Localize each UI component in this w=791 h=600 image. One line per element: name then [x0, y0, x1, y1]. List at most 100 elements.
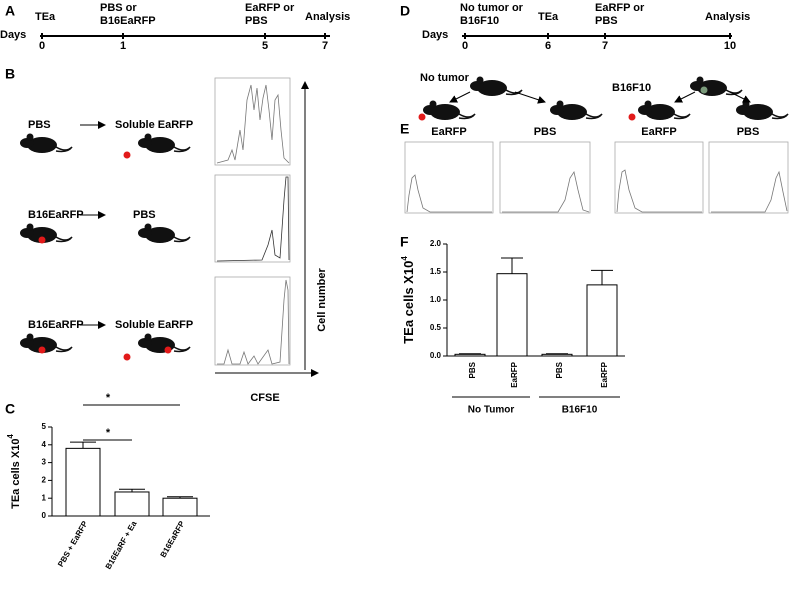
timeline-event: EaRFP or: [595, 2, 645, 14]
timeline-event: PBS: [595, 15, 618, 27]
mouse-ear: [644, 100, 652, 108]
histogram-box: [214, 77, 291, 166]
histogram-curve: [216, 84, 290, 164]
y-axis-label-exponent: 4: [6, 434, 15, 439]
tumor-dot: [164, 346, 172, 354]
mouse-tail: [585, 113, 603, 120]
mouse-body: [27, 227, 57, 243]
mouse-ear: [26, 133, 34, 141]
mouse-ear: [144, 133, 152, 141]
mouse-head: [20, 138, 34, 148]
mouse-tail: [673, 113, 691, 120]
timeline-day: 1: [120, 40, 126, 52]
mouse-head: [638, 105, 652, 115]
mouse-body: [477, 80, 507, 96]
mouse-icon: [20, 223, 73, 243]
mouse-ear: [26, 333, 34, 341]
timeline-day: 7: [322, 40, 328, 52]
mouse-icon: [20, 133, 73, 153]
tumor-dot: [38, 236, 46, 244]
y-tick-label: 0.5: [430, 323, 442, 332]
mouse-head: [470, 81, 484, 91]
significance-label: *: [106, 392, 111, 404]
significance-label: *: [106, 427, 111, 439]
histogram-label: EaRFP: [641, 126, 676, 138]
y-axis-label: TEa cells X104: [400, 256, 416, 344]
y-tick-label: 1.0: [430, 295, 442, 304]
mouse-head: [20, 228, 34, 238]
mouse-tail: [771, 113, 789, 120]
arrow: [674, 91, 696, 103]
histogram-box: [499, 141, 591, 214]
y-tick-label: 3: [42, 458, 47, 467]
timeline-axis-label: Days: [422, 29, 448, 41]
y-tick-label: 5: [42, 422, 47, 431]
condition-right: Soluble EaRFP: [115, 119, 193, 131]
panel-label: F: [400, 234, 409, 250]
bar: [65, 447, 101, 517]
mouse-icon: [736, 100, 789, 120]
histogram-box: [214, 276, 291, 366]
panel-label: C: [5, 401, 15, 417]
tumor-dot: [38, 346, 46, 354]
x-tick-label: PBS: [555, 361, 564, 378]
mouse-body: [430, 104, 460, 120]
histogram-curve: [616, 169, 702, 213]
mouse-tail: [55, 146, 73, 153]
timeline-event: TEa: [538, 11, 559, 23]
histogram-curve: [406, 174, 492, 213]
mouse-head: [690, 81, 704, 91]
panel-label: A: [5, 3, 15, 19]
mouse-icon: [138, 333, 191, 353]
mouse-head: [138, 138, 152, 148]
bar: [541, 353, 573, 357]
mouse-tail: [458, 113, 476, 120]
mouse-body: [145, 137, 175, 153]
y-tick-label: 2: [42, 476, 47, 485]
y-tick-label: 1: [42, 493, 47, 502]
timeline-event: EaRFP or: [245, 2, 295, 14]
timeline-day: 6: [545, 40, 551, 52]
timeline-event: TEa: [35, 11, 56, 23]
mouse-icon: [550, 100, 603, 120]
x-tick-label: EaRFP: [510, 361, 519, 387]
y-axis-label: TEa cells X104: [6, 434, 22, 509]
x-tick-label: PBS: [468, 361, 477, 378]
mouse-tail: [55, 346, 73, 353]
timeline-event: Analysis: [305, 11, 350, 23]
panel-label: B: [5, 66, 15, 82]
mouse-head: [423, 105, 437, 115]
mouse-tail: [55, 236, 73, 243]
condition-left: B16EaRFP: [28, 319, 84, 331]
timeline-event: PBS or: [100, 2, 137, 14]
tumor-dot: [628, 113, 636, 121]
mouse-ear: [144, 333, 152, 341]
timeline-day: 0: [462, 40, 468, 52]
histogram-label: EaRFP: [431, 126, 466, 138]
histogram-curve: [711, 170, 788, 213]
x-tick-label: PBS + EaRFP: [56, 519, 90, 569]
panel-label: D: [400, 3, 410, 19]
mouse-body: [27, 137, 57, 153]
panel-label: E: [400, 121, 409, 137]
mouse-ear: [26, 223, 34, 231]
bar: [162, 497, 198, 517]
x-axis-label: CFSE: [250, 392, 279, 404]
mouse-tail: [505, 89, 523, 96]
y-axis-label-exponent: 4: [400, 256, 409, 261]
x-tick-label: EaRFP: [600, 361, 609, 387]
tumor-dot: [418, 113, 426, 121]
histograms-b: [214, 77, 291, 366]
histogram-box: [404, 141, 494, 214]
mouse-body: [27, 337, 57, 353]
histogram-curve: [217, 279, 290, 365]
mouse-tail: [173, 146, 191, 153]
mouse-ear: [144, 223, 152, 231]
condition-left: PBS: [28, 119, 51, 131]
histogram-box: [214, 174, 291, 263]
group-label: No tumor: [420, 72, 470, 84]
tumor-dot: [700, 86, 708, 94]
mouse-body: [145, 227, 175, 243]
bar: [454, 353, 486, 357]
timeline-day: 0: [39, 40, 45, 52]
